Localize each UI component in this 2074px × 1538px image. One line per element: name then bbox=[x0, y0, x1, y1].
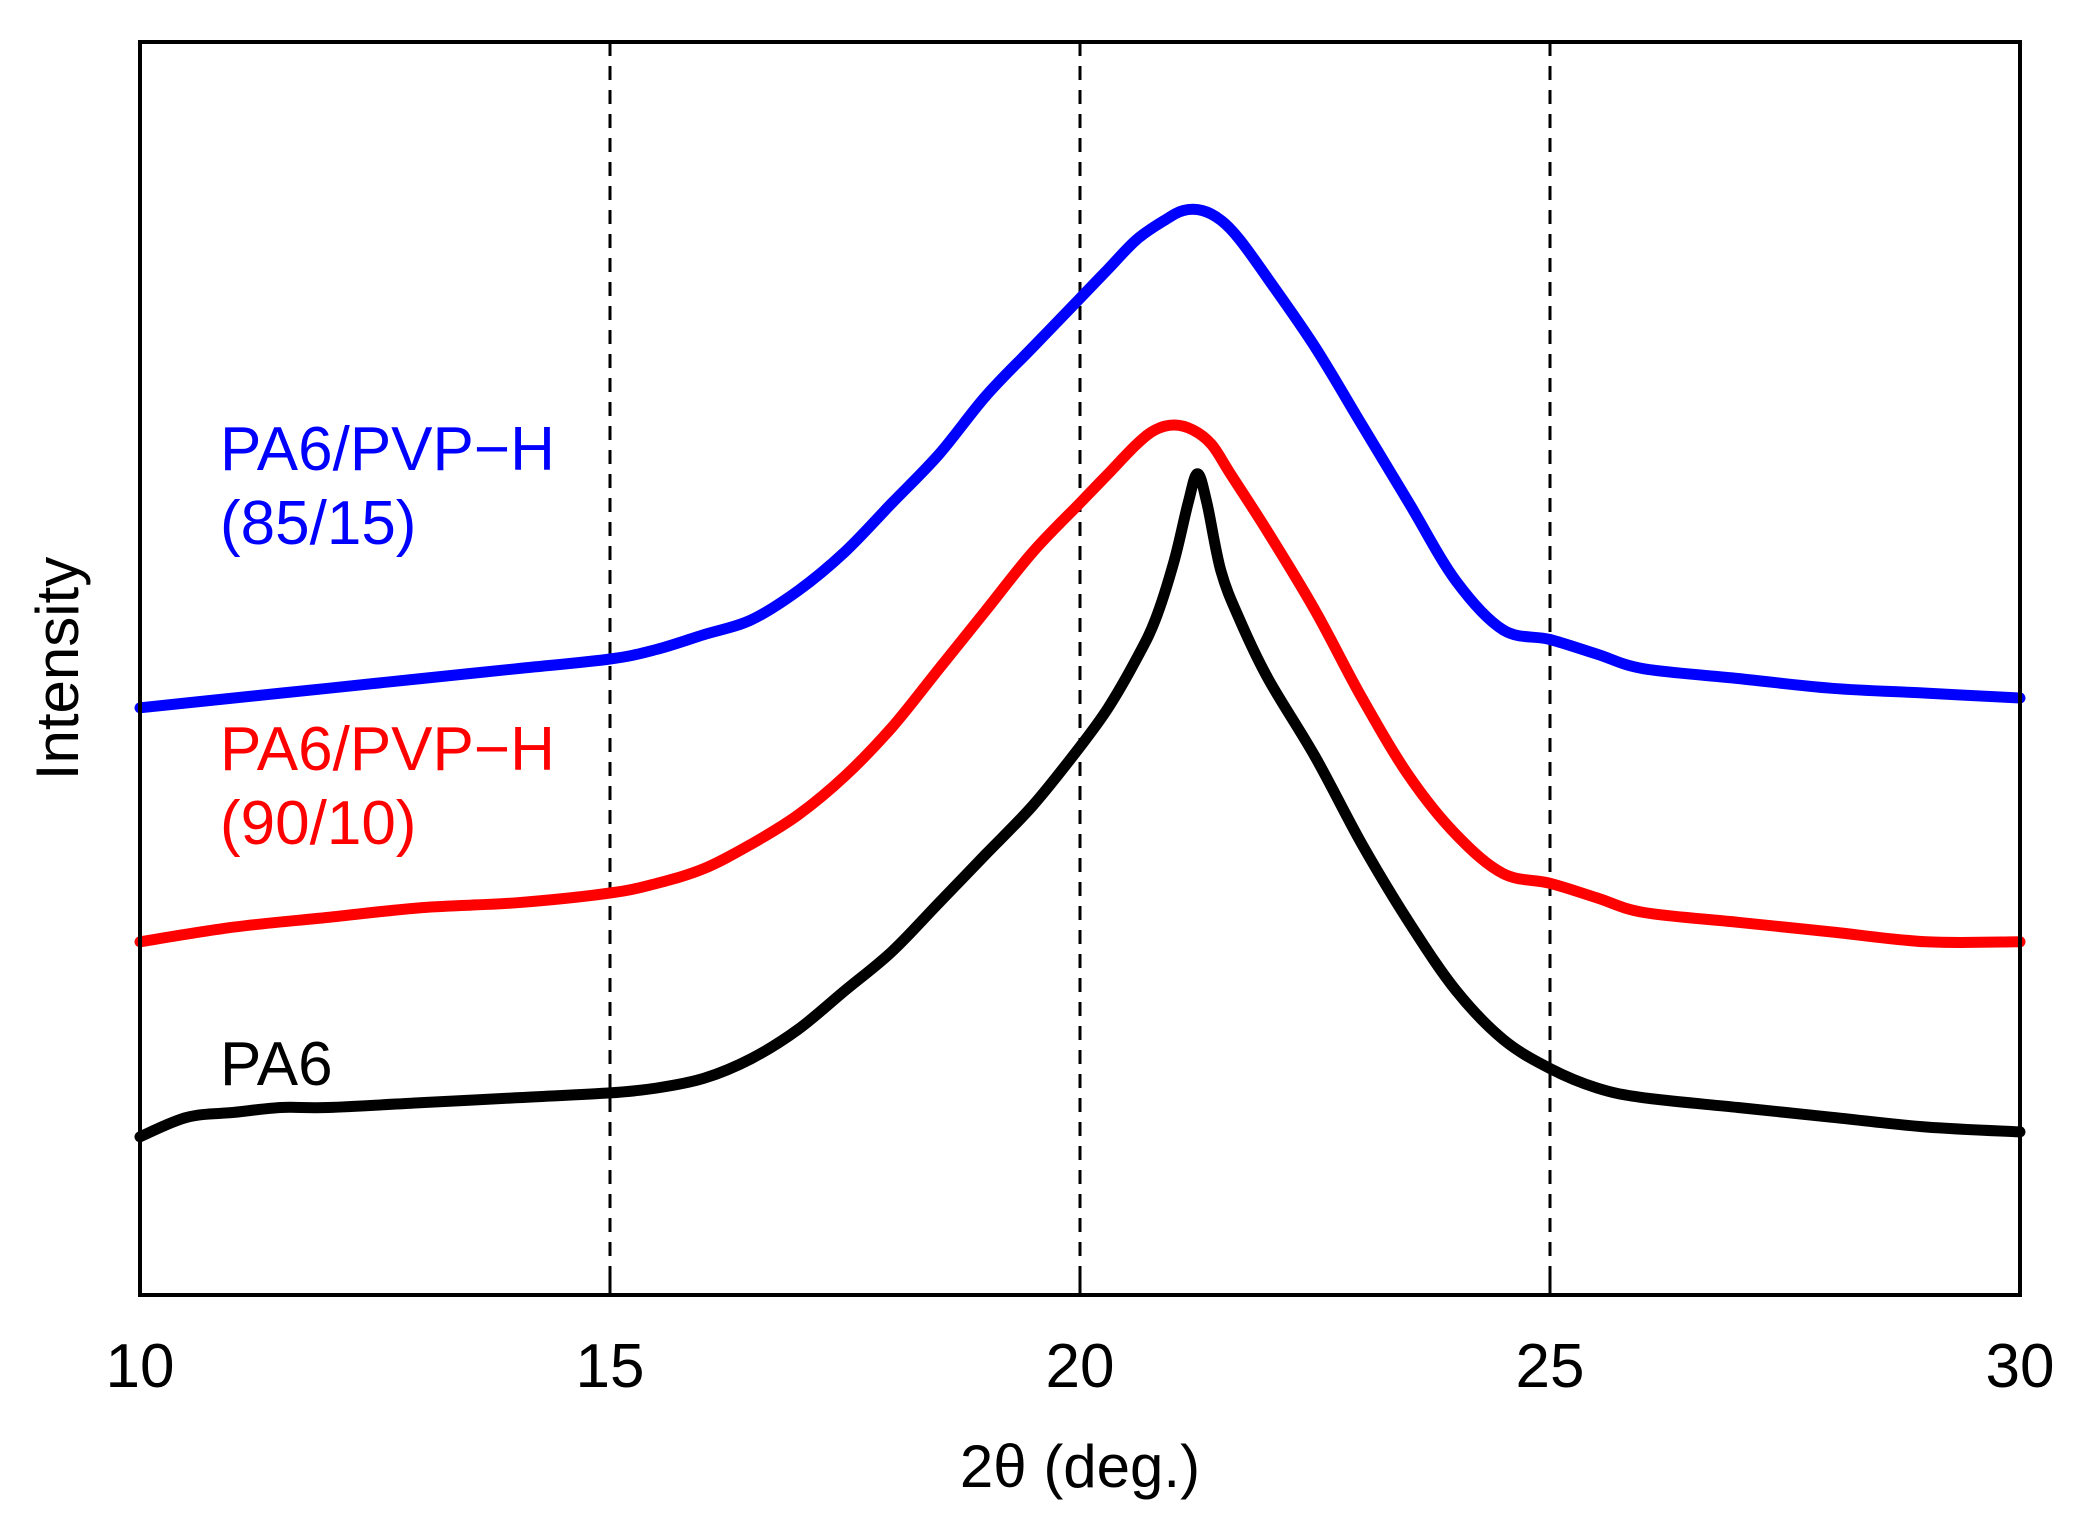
x-tick-label-25: 25 bbox=[1516, 1332, 1585, 1401]
series-label-line: PA6/PVP−H bbox=[220, 715, 555, 784]
x-tick-label-15: 15 bbox=[576, 1332, 645, 1401]
series-label-2: PA6/PVP−H (85/15) bbox=[220, 415, 555, 558]
series-label-0: PA6 bbox=[220, 1030, 333, 1099]
x-ticks: 10 15 20 25 30 bbox=[106, 1279, 2055, 1401]
x-tick-label-20: 20 bbox=[1046, 1332, 1115, 1401]
y-axis-label: Intensity bbox=[24, 557, 91, 780]
series-line-1 bbox=[134, 419, 2026, 949]
series-line-0 bbox=[134, 468, 2026, 1143]
series-label-line: (90/10) bbox=[220, 789, 416, 858]
series-label-line: (85/15) bbox=[220, 489, 416, 558]
x-tick-label-10: 10 bbox=[106, 1332, 175, 1401]
series-layer bbox=[134, 203, 2026, 1143]
x-tick-label-30: 30 bbox=[1986, 1332, 2055, 1401]
series-label-line: PA6 bbox=[220, 1030, 333, 1099]
reference-lines bbox=[608, 42, 1552, 1295]
x-axis-label: 2θ (deg.) bbox=[960, 1433, 1200, 1500]
series-label-1: PA6/PVP−H (90/10) bbox=[220, 715, 555, 858]
series-label-line: PA6/PVP−H bbox=[220, 415, 555, 484]
series-line-2 bbox=[134, 203, 2026, 714]
